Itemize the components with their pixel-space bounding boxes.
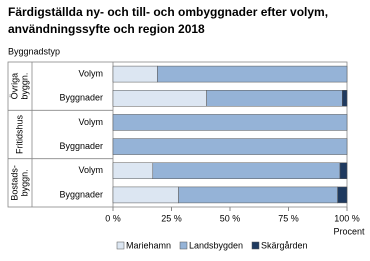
group-label: byggn.	[19, 169, 29, 196]
y-tick-label: Volym	[78, 117, 103, 127]
group-label: byggn.	[19, 73, 29, 100]
chart-title: användningssyfte och region 2018	[8, 22, 205, 36]
y-tick-label: Volym	[78, 165, 103, 175]
x-axis-label: Procent	[333, 226, 365, 236]
group-label: Bostads-	[9, 165, 19, 201]
category-frame	[7, 61, 348, 208]
legend-swatch	[179, 241, 188, 250]
legend-label: Mariehamn	[126, 240, 171, 250]
legend-label: Landsbygden	[189, 240, 243, 250]
bar-segment	[157, 65, 348, 83]
legend-swatch	[116, 241, 125, 250]
bar-segment	[178, 186, 338, 204]
chart-title: Färdigställda ny- och till- och ombyggna…	[8, 5, 328, 19]
x-tick-label: 75 %	[278, 213, 299, 223]
bar-segment	[112, 162, 154, 179]
bar-segment	[112, 138, 348, 155]
x-tick-label: 100 %	[334, 213, 360, 223]
bar-segment	[112, 65, 158, 83]
legend-swatch	[251, 241, 260, 250]
x-tick-label: 25 %	[161, 213, 182, 223]
bar-segment	[112, 186, 179, 204]
y-tick-label: Byggnader	[59, 189, 103, 199]
y-tick-label: Volym	[78, 68, 103, 78]
y-tick-label: Byggnader	[59, 141, 103, 151]
bar-segment	[152, 162, 341, 179]
bar-segment	[339, 162, 348, 179]
group-label: Övriga	[9, 73, 19, 100]
y-axis-label: Byggnadstyp	[8, 46, 60, 56]
group-label: Fritidshus	[14, 114, 24, 154]
bar-segment	[206, 90, 343, 107]
bar-segment	[337, 186, 348, 204]
bar-segment	[342, 90, 348, 107]
x-tick-label: 50 %	[220, 213, 241, 223]
y-tick-label: Byggnader	[59, 93, 103, 103]
x-tick-label: 0 %	[105, 213, 121, 223]
bar-segment	[112, 114, 348, 131]
bar-segment	[112, 90, 207, 107]
legend-label: Skärgården	[261, 240, 308, 250]
